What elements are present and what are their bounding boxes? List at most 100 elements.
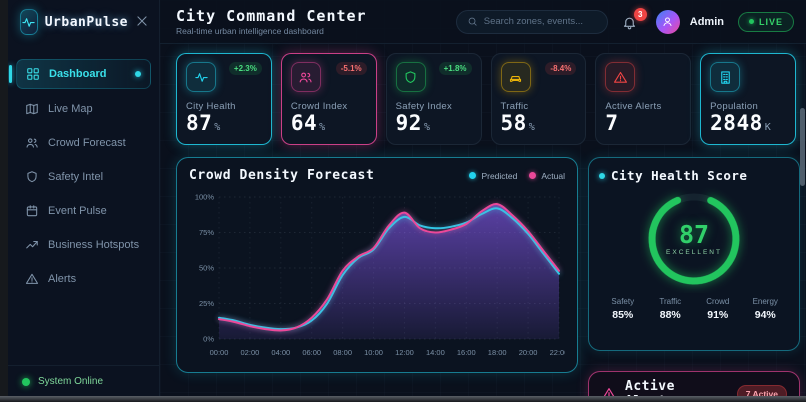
gauge-score: 87 bbox=[678, 220, 710, 249]
metric-label: Safety bbox=[611, 297, 635, 306]
sidebar-item-event-pulse[interactable]: Event Pulse bbox=[16, 197, 151, 225]
stat-card-active-alerts[interactable]: Active Alerts 7 bbox=[595, 53, 692, 145]
page-title: City Command Center bbox=[176, 7, 367, 25]
sidebar-footer: System Online bbox=[8, 365, 159, 397]
close-icon[interactable] bbox=[135, 14, 149, 30]
metric-value: 85% bbox=[612, 309, 634, 321]
stat-label: Crowd Index bbox=[290, 101, 348, 112]
stat-value: 7 bbox=[605, 111, 619, 135]
health-title: City Health Score bbox=[611, 168, 748, 183]
svg-text:18:00: 18:00 bbox=[488, 348, 507, 357]
sidebar-header: UrbanPulse bbox=[8, 0, 159, 45]
alerts-title: Active Alerts bbox=[625, 379, 675, 397]
scrollbar-thumb[interactable] bbox=[800, 108, 805, 186]
svg-text:22:00: 22:00 bbox=[550, 348, 565, 357]
stat-label: Population bbox=[710, 101, 759, 112]
search-icon bbox=[467, 16, 478, 27]
sidebar-item-label: Business Hotspots bbox=[48, 239, 140, 251]
svg-text:10:00: 10:00 bbox=[364, 348, 383, 357]
alerts-count-badge: 7 Active bbox=[736, 385, 787, 397]
stat-label: Active Alerts bbox=[605, 101, 662, 112]
sidebar-nav: Dashboard Live Map Crowd Forecast Safety… bbox=[8, 45, 159, 365]
city-health-panel: City Health Score 87 EXCELLENT bbox=[588, 157, 800, 351]
notification-badge: 3 bbox=[633, 7, 647, 21]
svg-text:14:00: 14:00 bbox=[426, 348, 445, 357]
sidebar-item-label: Safety Intel bbox=[48, 171, 104, 183]
notifications-button[interactable]: 3 bbox=[622, 7, 647, 32]
svg-text:16:00: 16:00 bbox=[457, 348, 476, 357]
legend-dot-icon bbox=[469, 172, 477, 179]
stat-card-crowd-index[interactable]: -5.1% Crowd Index 64% bbox=[280, 53, 377, 145]
chart-legend: Predicted Actual bbox=[469, 171, 565, 181]
crowd-density-chart: 0% 25% 50% 75% 100% 00:00 02:00 04:00 06:00 08:00… bbox=[195, 193, 565, 358]
metric-label: Energy bbox=[752, 297, 778, 306]
stat-value: 64% bbox=[290, 111, 326, 135]
stat-card-city-health[interactable]: +2.3% City Health 87% bbox=[176, 53, 272, 145]
sidebar-item-label: Live Map bbox=[48, 103, 93, 115]
user-icon bbox=[661, 15, 674, 28]
svg-text:04:00: 04:00 bbox=[271, 348, 290, 357]
svg-text:20:00: 20:00 bbox=[519, 348, 538, 357]
metric-value: 94% bbox=[754, 309, 776, 321]
active-alerts-panel: Active Alerts 7 Active bbox=[588, 371, 800, 397]
panels-row: Crowd Density Forecast Predicted Actual 0… bbox=[160, 153, 806, 397]
shield-icon bbox=[25, 170, 39, 184]
car-icon bbox=[500, 62, 531, 92]
sidebar-item-label: Alerts bbox=[48, 273, 77, 285]
chart-title: Crowd Density Forecast bbox=[189, 168, 375, 183]
brand-name: UrbanPulse bbox=[44, 14, 128, 30]
svg-text:100%: 100% bbox=[195, 193, 215, 202]
map-icon bbox=[25, 102, 39, 116]
topbar: City Command Center Real-time urban inte… bbox=[160, 0, 806, 44]
active-indicator-dot bbox=[135, 71, 141, 77]
metric-label: Crowd bbox=[706, 297, 730, 306]
chart-header: Crowd Density Forecast Predicted Actual bbox=[189, 168, 565, 183]
search-box[interactable] bbox=[455, 9, 608, 34]
sidebar-item-label: Dashboard bbox=[49, 68, 107, 80]
svg-text:50%: 50% bbox=[199, 264, 214, 273]
stat-card-traffic[interactable]: -8.4% Traffic 58% bbox=[490, 53, 587, 145]
dashboard-icon bbox=[26, 67, 40, 81]
trend-icon bbox=[25, 238, 39, 252]
system-status-label: System Online bbox=[38, 376, 104, 387]
delta-badge: +1.8% bbox=[438, 62, 472, 75]
sidebar-item-live-map[interactable]: Live Map bbox=[16, 95, 151, 123]
warning-icon bbox=[25, 272, 39, 286]
sidebar-item-safety-intel[interactable]: Safety Intel bbox=[16, 163, 151, 191]
page-subtitle: Real-time urban intelligence dashboard bbox=[176, 26, 324, 36]
health-metrics: Safety 85% Traffic 88% Crowd 91% Energy 94% bbox=[599, 297, 789, 321]
health-metric-traffic: Traffic 88% bbox=[647, 297, 695, 321]
alert-triangle-icon bbox=[601, 386, 617, 397]
building-icon bbox=[710, 62, 741, 92]
stat-value: 87% bbox=[186, 111, 221, 135]
avatar[interactable] bbox=[655, 9, 680, 34]
health-gauge: 87 EXCELLENT bbox=[599, 185, 789, 293]
sidebar-item-dashboard[interactable]: Dashboard bbox=[9, 59, 151, 89]
metric-value: 91% bbox=[707, 309, 729, 321]
right-column: City Health Score 87 EXCELLENT bbox=[588, 157, 800, 397]
activity-icon bbox=[186, 62, 216, 92]
bell-icon bbox=[622, 15, 642, 30]
search-input[interactable] bbox=[483, 16, 597, 27]
live-dot-icon bbox=[748, 19, 754, 24]
gauge-ring bbox=[648, 193, 740, 285]
sidebar-item-alerts[interactable]: Alerts bbox=[16, 265, 151, 293]
brand-logo-icon bbox=[20, 9, 38, 35]
sidebar-item-label: Event Pulse bbox=[48, 205, 107, 217]
stat-value: 2848 K bbox=[710, 111, 772, 135]
svg-text:0%: 0% bbox=[203, 335, 214, 344]
bullet-dot-icon bbox=[599, 172, 605, 179]
health-header: City Health Score bbox=[599, 168, 789, 183]
legend-item-actual: Actual bbox=[529, 171, 565, 181]
sidebar-item-business-hotspots[interactable]: Business Hotspots bbox=[16, 231, 151, 259]
metric-label: Traffic bbox=[659, 297, 682, 306]
stat-card-population[interactable]: Population 2848 K bbox=[700, 53, 796, 145]
stat-card-safety-index[interactable]: +1.8% Safety Index 92% bbox=[385, 53, 482, 145]
gauge-center: 87 EXCELLENT bbox=[640, 185, 748, 293]
svg-text:25%: 25% bbox=[199, 299, 214, 308]
live-label: LIVE bbox=[758, 16, 783, 27]
sidebar-item-crowd-forecast[interactable]: Crowd Forecast bbox=[16, 129, 151, 157]
stat-value: 92% bbox=[395, 111, 431, 135]
people-icon bbox=[290, 62, 321, 92]
